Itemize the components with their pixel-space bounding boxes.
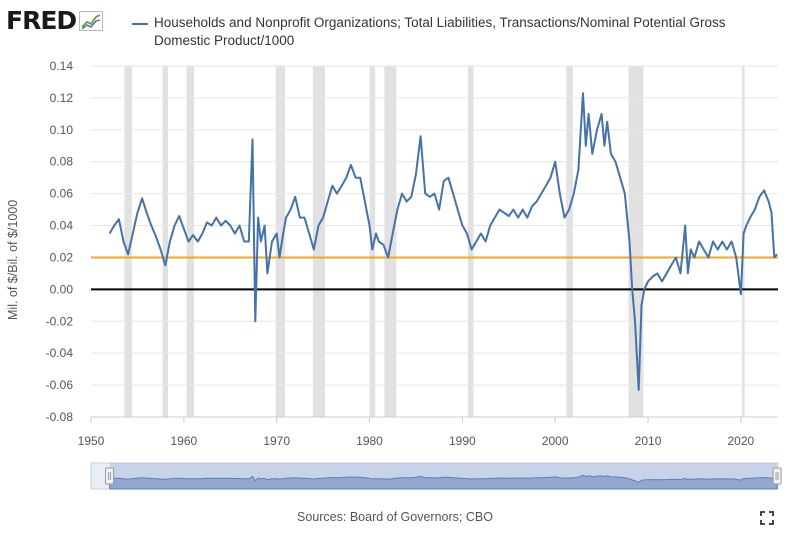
- y-tick-label: -0.02: [46, 314, 74, 328]
- x-tick-label: 2010: [635, 434, 662, 448]
- y-tick-label: 0.02: [50, 250, 74, 264]
- y-tick-label: 0.08: [50, 155, 74, 169]
- y-tick-label: 0.06: [50, 187, 74, 201]
- y-tick-label: -0.04: [46, 346, 74, 360]
- y-tick-label: 0.00: [50, 282, 74, 296]
- y-tick-label: 0.14: [50, 59, 74, 73]
- navigator-selection[interactable]: [109, 463, 778, 489]
- reference-lines: [91, 256, 778, 291]
- y-tick-label: 0.10: [50, 123, 74, 137]
- x-axis-ticks: 1950 1960 1970 1980 1990 2000 2010 2020: [78, 416, 778, 448]
- recession-bands: [124, 66, 745, 417]
- sources-note: Sources: Board of Governors; CBO: [297, 510, 493, 524]
- y-tick-label: 0.04: [50, 219, 74, 233]
- y-tick-label: -0.08: [46, 410, 74, 424]
- recession-band: [566, 66, 573, 417]
- y-tick-label: 0.12: [50, 91, 74, 105]
- recession-band: [186, 66, 195, 417]
- legend-series-swatch: [132, 23, 148, 25]
- y-tick-label: -0.06: [46, 378, 74, 392]
- fred-logo[interactable]: FRED: [6, 6, 104, 35]
- recession-band: [312, 66, 325, 417]
- x-tick-label: 2020: [728, 434, 755, 448]
- fred-logo-text: FRED: [6, 6, 77, 35]
- fred-line-chart-icon: [79, 10, 104, 31]
- recession-band: [124, 66, 132, 417]
- y-axis-ticks: -0.08 -0.06 -0.04 -0.02 0.00 0.02 0.04 0.06 0.08…: [46, 59, 74, 424]
- x-tick-label: 1980: [356, 434, 383, 448]
- navigator-handle-left[interactable]: [105, 467, 115, 485]
- x-tick-label: 2000: [542, 434, 569, 448]
- navigator-series: [109, 474, 778, 490]
- fullscreen-icon[interactable]: [760, 511, 774, 525]
- x-tick-label: 1950: [78, 434, 105, 448]
- x-tick-label: 1970: [263, 434, 290, 448]
- series-line[interactable]: [108, 92, 778, 391]
- x-tick-label: 1990: [449, 434, 476, 448]
- chart-legend: Households and Nonprofit Organizations; …: [132, 14, 752, 50]
- x-tick-label: 1960: [170, 434, 197, 448]
- navigator-handle-right[interactable]: [772, 467, 782, 485]
- recession-band: [467, 66, 474, 417]
- recession-band: [275, 66, 286, 417]
- legend-series-label[interactable]: Households and Nonprofit Organizations; …: [154, 15, 726, 48]
- recession-band: [162, 66, 169, 417]
- y-axis-title: Mil. of $/Bil. of $/1000: [6, 199, 20, 320]
- recession-band: [628, 66, 644, 417]
- range-navigator[interactable]: [90, 462, 782, 490]
